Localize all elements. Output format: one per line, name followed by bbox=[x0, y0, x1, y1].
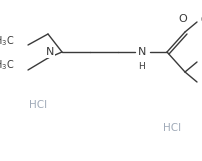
Text: HCl: HCl bbox=[29, 100, 47, 110]
Text: H: H bbox=[138, 62, 145, 71]
Text: CH$_3$: CH$_3$ bbox=[199, 13, 202, 27]
Text: H$_3$C: H$_3$C bbox=[0, 34, 14, 48]
Text: N: N bbox=[137, 47, 145, 57]
Text: HCl: HCl bbox=[162, 123, 180, 133]
Text: H$_3$C: H$_3$C bbox=[199, 75, 202, 89]
Text: H$_3$C: H$_3$C bbox=[0, 58, 14, 72]
Text: O: O bbox=[178, 14, 186, 24]
Text: NH$_2$: NH$_2$ bbox=[199, 55, 202, 69]
Text: N: N bbox=[46, 47, 54, 57]
